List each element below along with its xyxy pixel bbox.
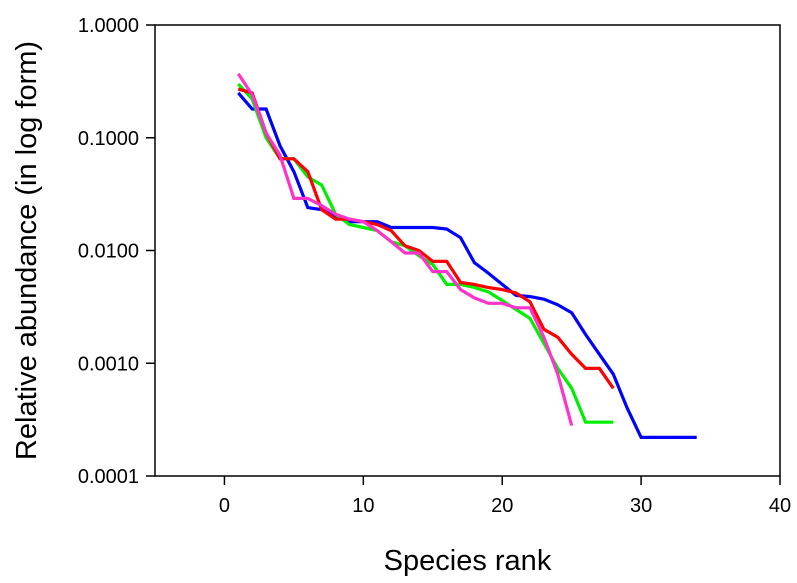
x-tick-label: 20 xyxy=(491,495,513,517)
y-tick-label: 0.0001 xyxy=(78,466,139,488)
y-tick-label: 0.0010 xyxy=(78,353,139,375)
series-layer xyxy=(236,72,697,439)
series-line-1 xyxy=(237,91,697,439)
x-axis-title: Species rank xyxy=(384,545,552,577)
y-tick-label: 0.1000 xyxy=(78,128,139,150)
y-axis-title: Relative abundance (in log form) xyxy=(11,41,43,460)
x-tick-label: 30 xyxy=(630,495,652,517)
x-tick-label: 0 xyxy=(219,495,230,517)
series-line-4 xyxy=(236,72,574,427)
tick-layer: 0 10 20 30 40 0.0001 0.0010 0.0100 0.1000 1.0000 xyxy=(78,15,791,517)
x-tick-label: 40 xyxy=(769,495,791,517)
y-tick-label: 0.0100 xyxy=(78,241,139,263)
y-tick-label: 1.0000 xyxy=(78,15,139,37)
x-tick-label: 10 xyxy=(352,495,374,517)
series-line-3 xyxy=(237,87,615,390)
